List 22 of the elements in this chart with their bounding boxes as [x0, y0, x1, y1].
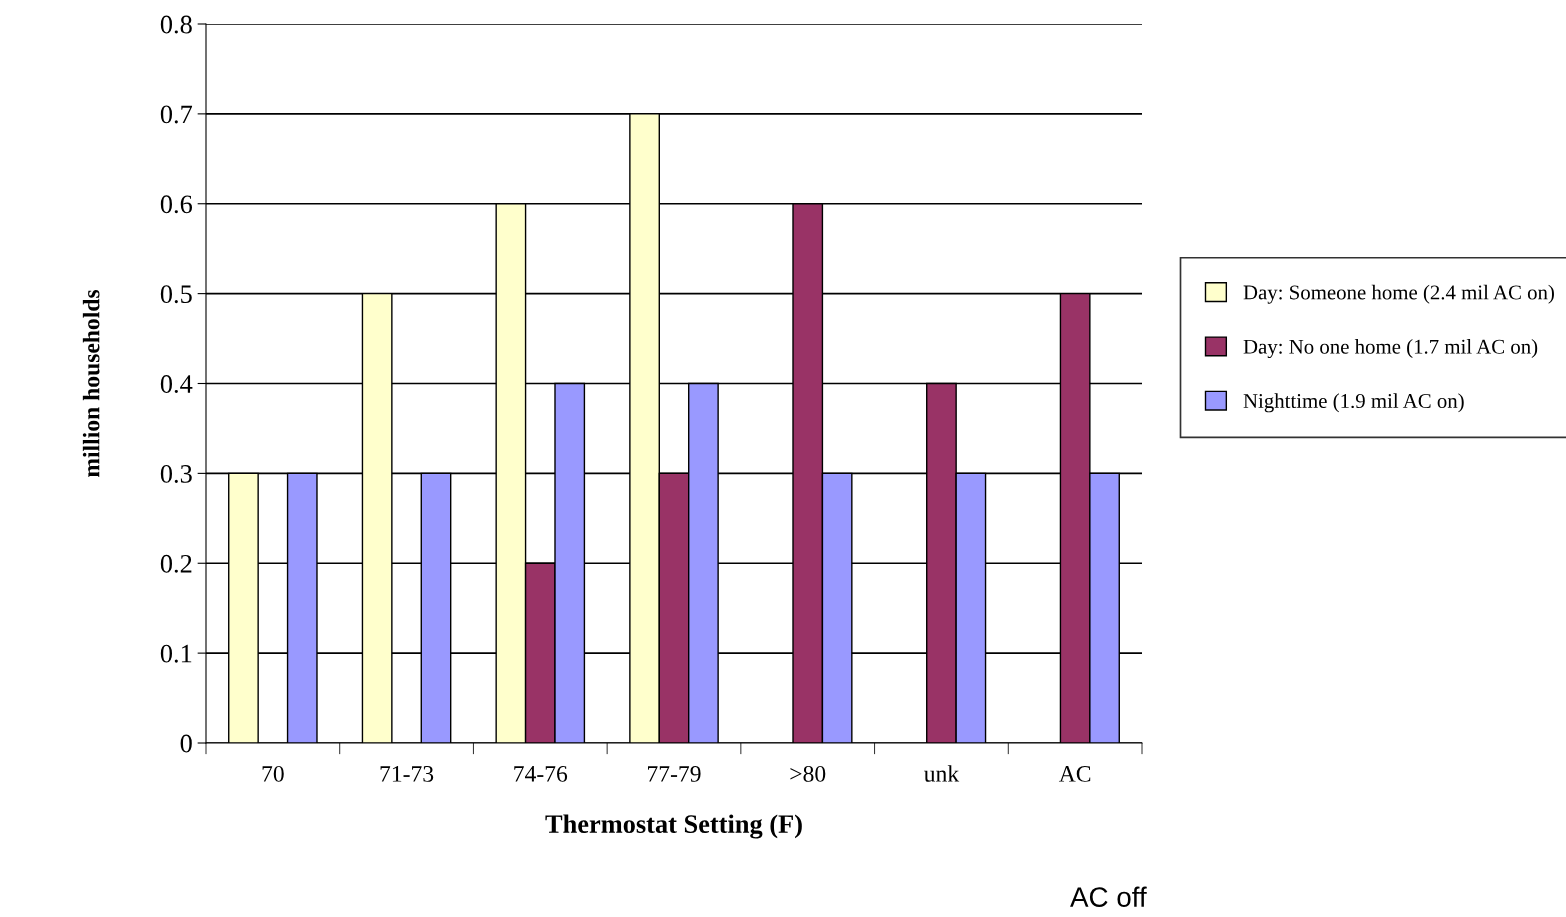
legend-label: Day: Someone home (2.4 mil AC on)	[1243, 284, 1554, 304]
y-tick-label: 0.6	[160, 195, 193, 214]
y-tick-label: 0	[180, 734, 192, 753]
y-tick-label: 0.2	[160, 554, 192, 573]
y-tick-label: 0.8	[160, 15, 192, 34]
x-tick-label: 70	[262, 765, 284, 782]
x-tick-label: >80	[790, 765, 826, 782]
y-tick-label: 0.7	[160, 105, 193, 124]
x-tick-label: 71-73	[380, 765, 434, 782]
y-tick-label: 0.4	[160, 375, 193, 394]
y-tick-label: 0.5	[160, 285, 192, 304]
y-axis-title: million households	[82, 289, 100, 478]
x-tick-label: 77-79	[648, 765, 701, 782]
x-tick-label: AC	[1058, 765, 1091, 782]
x-tick-label: 74-76	[514, 765, 568, 782]
x-tick-label: unk	[924, 765, 960, 782]
legend-label: Day: No one home (1.7 mil AC on)	[1243, 339, 1538, 359]
legend-label: Nighttime (1.9 mil AC on)	[1243, 393, 1464, 413]
text: AC off	[1070, 886, 1147, 907]
y-tick-label: 0.1	[160, 644, 192, 663]
x-axis-title: Thermostat Setting (F)	[545, 814, 802, 839]
y-tick-label: 0.3	[160, 464, 192, 483]
